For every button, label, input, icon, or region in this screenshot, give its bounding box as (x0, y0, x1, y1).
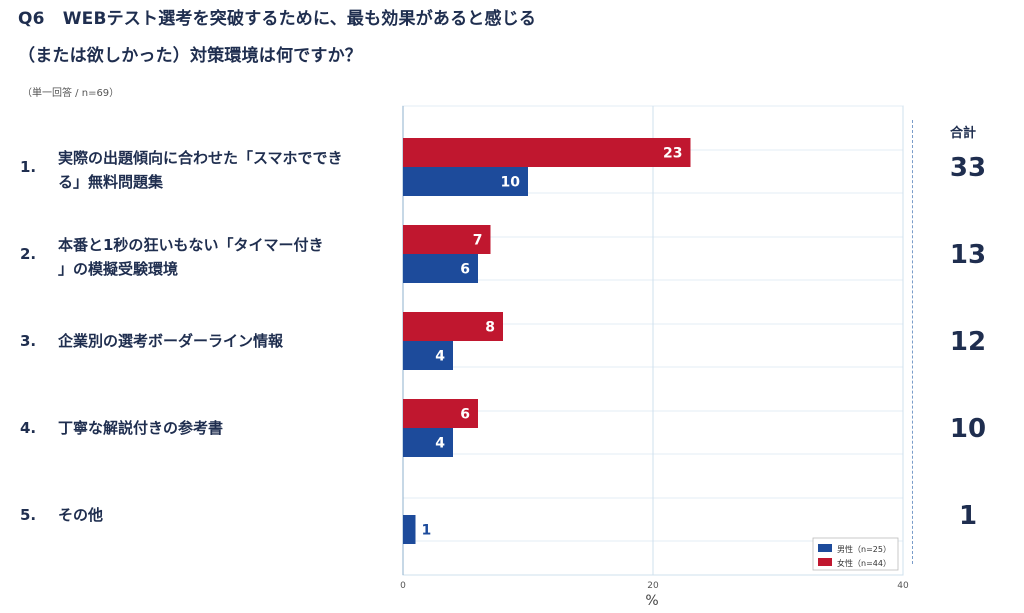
row-total: 1 (958, 501, 978, 531)
legend-label: 女性（n=44） (837, 558, 891, 568)
bar-male (403, 515, 416, 544)
question-number: Q6 (18, 9, 45, 29)
category-label: その他 (58, 506, 104, 524)
legend-swatch (818, 544, 832, 552)
chart-title-line-1: Q6 WEBテスト選考を突破するために、最も効果があると感じる (18, 4, 536, 29)
bar-male (403, 167, 528, 196)
bar-male (403, 428, 453, 457)
row-number: 4. (20, 419, 37, 437)
data-label-male: 10 (501, 175, 521, 191)
data-label-male: 1 (422, 523, 432, 539)
row-total: 13 (949, 240, 987, 270)
bar-female (403, 138, 691, 167)
x-tick-label: 20 (647, 581, 659, 591)
bar-female (403, 225, 491, 254)
bar-female (403, 312, 503, 341)
category-label: 本番と1秒の狂いもない「タイマー付き 」の模擬受験環境 (58, 236, 324, 278)
total-header: 合計 (950, 126, 977, 141)
data-label-female: 6 (460, 407, 470, 423)
bar-male (403, 341, 453, 370)
row-total: 10 (949, 414, 987, 444)
row-number: 2. (20, 245, 37, 263)
title-text-1: WEBテスト選考を突破するために、最も効果があると感じる (62, 9, 537, 29)
legend-label: 男性（n=25） (837, 544, 891, 554)
bar-female (403, 399, 478, 428)
data-label-male: 4 (435, 349, 445, 365)
row-total: 33 (949, 153, 987, 183)
row-number: 5. (20, 506, 37, 524)
x-tick-label: 40 (897, 581, 909, 591)
category-label: 実際の出題傾向に合わせた「スマホででき る」無料問題集 (58, 149, 343, 191)
x-axis-label: % (645, 593, 658, 609)
sample-note: （単一回答 / n=69） (22, 88, 120, 99)
bar-male (403, 254, 478, 283)
data-label-female: 8 (485, 320, 495, 336)
data-label-male: 4 (435, 436, 445, 452)
data-label-female: 23 (663, 146, 682, 162)
data-label-female: 7 (473, 233, 483, 249)
category-label: 丁寧な解説付きの参考書 (58, 419, 224, 437)
chart-title-line-2: （または欲しかった）対策環境は何ですか？ (18, 46, 362, 66)
legend-swatch (818, 558, 832, 566)
row-number: 1. (20, 158, 37, 176)
x-tick-label: 0 (400, 581, 406, 591)
row-total: 12 (949, 327, 987, 357)
category-label: 企業別の選考ボーダーライン情報 (58, 332, 284, 350)
row-number: 3. (20, 332, 37, 350)
total-divider (912, 120, 913, 564)
data-label-male: 6 (460, 262, 470, 278)
